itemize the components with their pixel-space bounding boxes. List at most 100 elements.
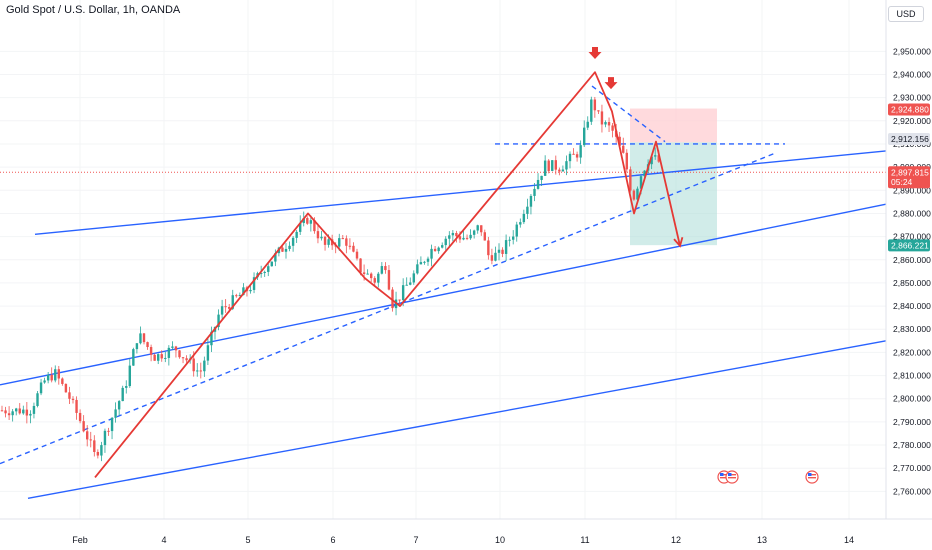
- current-price-tag-bg: [888, 166, 930, 189]
- candle-body: [451, 232, 455, 236]
- price-tick-label: 2,930.000: [893, 93, 931, 103]
- candle-body: [157, 354, 160, 361]
- candle-body: [561, 169, 565, 172]
- candle-body: [636, 188, 639, 200]
- candle-body: [89, 439, 92, 441]
- time-axis[interactable]: Feb 4 5 6 7 10 11 12 13 14: [72, 535, 854, 545]
- candle-body: [263, 271, 266, 274]
- candle-body: [469, 234, 472, 239]
- pattern-zigzag: [94, 71, 681, 479]
- time-tick-label: 7: [413, 535, 418, 545]
- candle-body: [210, 331, 213, 346]
- candle-body: [536, 179, 540, 189]
- candle-body: [575, 154, 579, 158]
- candle-body: [370, 273, 373, 279]
- candle-body: [4, 410, 7, 414]
- candle-body: [46, 374, 50, 381]
- candle-body: [54, 369, 57, 381]
- candle-body: [618, 136, 621, 146]
- candle-body: [284, 248, 288, 252]
- candle-body: [345, 238, 348, 246]
- candle-body: [142, 333, 146, 343]
- current-price-tag: 2,897.815: [891, 167, 929, 177]
- candle-body: [572, 153, 575, 155]
- candle-body: [341, 238, 344, 240]
- candle-body: [586, 121, 589, 128]
- candle-body: [348, 245, 352, 247]
- candle-body: [164, 357, 167, 359]
- candle-body: [526, 206, 529, 214]
- candle-body: [398, 299, 401, 301]
- candle-body: [281, 247, 284, 252]
- currency-button[interactable]: USD: [888, 6, 924, 22]
- candle-body: [540, 175, 543, 180]
- price-tick-label: 2,810.000: [893, 371, 931, 381]
- candle-body: [455, 232, 458, 237]
- candle-body: [597, 110, 600, 112]
- target-price-tag: 2,924.880: [891, 105, 929, 115]
- flag-canton: [720, 473, 724, 476]
- candle-body: [448, 235, 451, 239]
- target-arrowhead: [673, 236, 684, 248]
- price-tick-label: 2,860.000: [893, 255, 931, 265]
- candle-body: [504, 240, 508, 254]
- candle-body: [632, 190, 636, 200]
- candle-body: [228, 307, 231, 309]
- candle-body: [543, 160, 547, 176]
- candle-body: [114, 409, 117, 418]
- sell-arrow-icon: [604, 77, 618, 90]
- time-tick-label: 13: [757, 535, 767, 545]
- candle-body: [558, 169, 561, 172]
- candle-body: [323, 236, 327, 245]
- price-tick-label: 2,950.000: [893, 46, 931, 56]
- economic-events: [717, 470, 819, 484]
- candle-body: [196, 370, 199, 372]
- candle-body: [437, 247, 440, 252]
- candle-body: [320, 236, 323, 239]
- target-price-tag-bg: [888, 103, 930, 116]
- symbol-title: Gold Spot / U.S. Dollar, 1h, OANDA: [6, 4, 181, 16]
- candle-body: [480, 225, 483, 233]
- candle-body: [249, 289, 252, 292]
- candle-body: [75, 399, 78, 413]
- price-tick-label: 2,880.000: [893, 208, 931, 218]
- price-tick-label: 2,800.000: [893, 394, 931, 404]
- candle-body: [490, 255, 494, 261]
- candle-body: [224, 306, 227, 308]
- candle-body: [387, 270, 391, 290]
- pattern-path: [94, 71, 684, 479]
- candle-body: [128, 365, 131, 387]
- candle-body: [139, 333, 142, 344]
- candle-body: [522, 213, 526, 223]
- candle-body: [299, 223, 302, 232]
- sell-markers: [588, 46, 618, 90]
- candle-body: [629, 169, 632, 191]
- candle-body: [568, 153, 572, 162]
- candle-body: [36, 393, 39, 406]
- flag-stripe: [808, 477, 816, 479]
- candle-body: [377, 273, 380, 283]
- candle-body: [217, 314, 220, 328]
- candle-body: [625, 152, 628, 170]
- flag-canton: [808, 473, 812, 476]
- candle-body: [551, 160, 554, 171]
- trendlines: [0, 85, 887, 500]
- channel-trendline: [27, 340, 887, 500]
- candle-body: [267, 266, 270, 272]
- time-tick-label: Feb: [72, 535, 88, 545]
- candle-body: [401, 285, 405, 301]
- candle-body: [512, 236, 515, 240]
- candle-body: [405, 284, 408, 286]
- entry-price-tag: 2,912.156: [891, 134, 929, 144]
- candle-body: [82, 421, 85, 432]
- candle-body: [22, 409, 25, 414]
- candle-body: [529, 195, 533, 207]
- flag-stripe: [720, 474, 728, 476]
- candle-body: [433, 248, 437, 252]
- candle-body: [100, 445, 103, 456]
- time-tick-label: 5: [245, 535, 250, 545]
- candle-body: [153, 354, 156, 361]
- candle-body: [238, 295, 242, 297]
